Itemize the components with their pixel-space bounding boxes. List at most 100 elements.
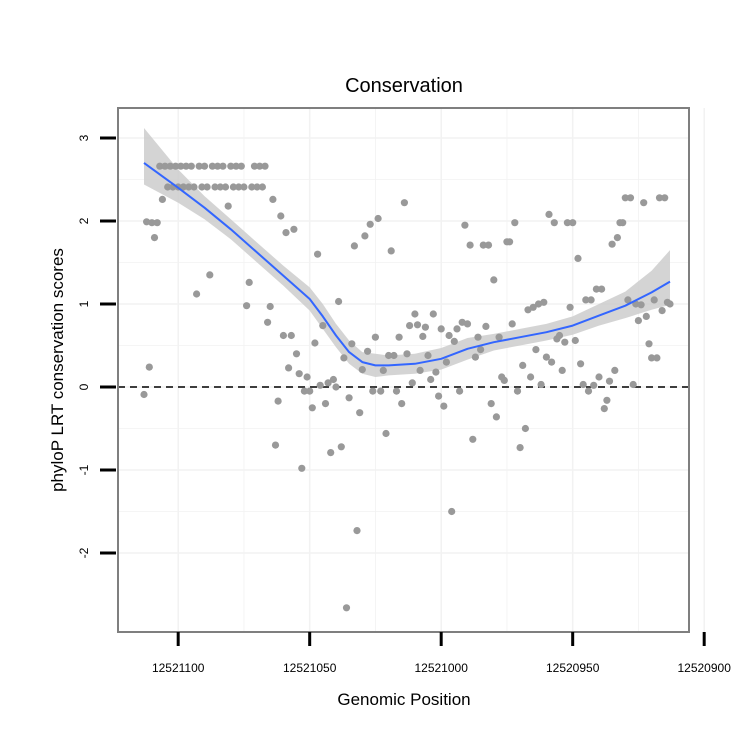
data-point: [550, 219, 558, 227]
data-point: [482, 322, 490, 330]
data-point: [395, 333, 403, 341]
data-point: [421, 323, 429, 331]
panel-frame: [117, 107, 690, 633]
data-point: [211, 183, 219, 191]
smooth-line: [143, 162, 671, 367]
data-point: [555, 331, 564, 340]
y-tick-label: -2: [77, 547, 91, 558]
data-point: [595, 373, 603, 381]
data-point: [587, 296, 595, 304]
data-point: [590, 381, 598, 389]
data-point: [592, 285, 601, 293]
data-point: [358, 366, 366, 374]
data-point: [145, 363, 153, 371]
data-point: [608, 240, 616, 248]
data-point: [274, 397, 282, 405]
data-point: [445, 331, 453, 340]
data-point: [221, 183, 230, 191]
data-point: [429, 310, 437, 318]
data-point: [285, 364, 293, 372]
data-point: [350, 242, 358, 250]
y-tick-label: 1: [77, 300, 91, 307]
data-point: [513, 387, 522, 395]
data-point: [269, 195, 277, 203]
data-point: [327, 449, 335, 457]
data-point: [571, 336, 579, 345]
data-point: [542, 353, 551, 361]
data-point: [453, 325, 461, 333]
data-point: [314, 250, 322, 258]
data-point: [611, 366, 619, 374]
data-point: [261, 162, 269, 170]
data-point: [258, 183, 266, 191]
data-point: [432, 368, 440, 376]
data-point: [193, 290, 201, 298]
data-point: [203, 183, 211, 191]
data-point: [316, 381, 324, 389]
data-point: [474, 333, 482, 341]
data-point: [166, 162, 174, 170]
data-point: [300, 387, 308, 395]
data-point: [400, 199, 408, 207]
data-point: [661, 194, 669, 202]
data-point: [634, 317, 643, 325]
data-point: [424, 351, 432, 360]
data-point: [463, 320, 472, 328]
data-point: [408, 379, 416, 387]
data-point: [377, 387, 385, 395]
data-point: [658, 307, 666, 315]
data-point: [584, 387, 593, 395]
data-point: [224, 202, 232, 210]
data-point: [319, 322, 327, 330]
data-point: [411, 310, 419, 318]
data-point: [335, 297, 343, 306]
data-point: [287, 331, 295, 340]
data-point: [321, 400, 330, 408]
data-point: [561, 338, 569, 346]
data-point: [337, 443, 345, 451]
data-point: [574, 254, 582, 262]
data-point: [206, 271, 214, 279]
data-point: [374, 214, 382, 223]
data-point: [508, 320, 516, 328]
data-point: [248, 183, 256, 191]
data-point: [532, 346, 540, 354]
x-tick-label: 12520950: [546, 661, 600, 675]
data-point: [282, 229, 290, 237]
data-point: [406, 322, 414, 330]
data-point: [398, 400, 406, 408]
data-point: [256, 162, 264, 170]
data-point: [437, 325, 445, 333]
data-point: [345, 394, 353, 402]
data-point: [500, 376, 508, 384]
data-point: [527, 373, 535, 381]
x-axis: 12521100 12521050 12521000 12520950 12520900: [152, 632, 731, 675]
data-point: [600, 405, 608, 413]
data-point: [311, 339, 319, 347]
chart-title: Conservation: [345, 75, 463, 97]
data-point: [179, 183, 187, 191]
data-point: [450, 337, 458, 345]
x-tick-label: 12521050: [283, 661, 337, 675]
x-tick-label: 12521100: [152, 661, 205, 675]
data-point: [413, 321, 422, 329]
data-point: [566, 303, 574, 311]
data-point: [619, 219, 627, 227]
data-point: [214, 162, 222, 170]
grid-lines: [118, 108, 705, 632]
data-point: [245, 278, 253, 286]
data-point: [642, 312, 650, 320]
data-point: [371, 333, 379, 341]
data-point: [403, 350, 411, 358]
data-point: [303, 373, 311, 381]
data-point: [419, 332, 427, 340]
data-point: [645, 340, 653, 348]
data-point: [640, 199, 648, 207]
data-point: [387, 247, 395, 255]
data-point: [369, 387, 377, 395]
y-axis: -2 -1 0 1 2 3: [77, 134, 116, 558]
x-tick-label: 12521000: [414, 661, 468, 675]
data-point: [266, 302, 274, 311]
data-point: [264, 318, 272, 326]
data-point: [521, 424, 530, 433]
